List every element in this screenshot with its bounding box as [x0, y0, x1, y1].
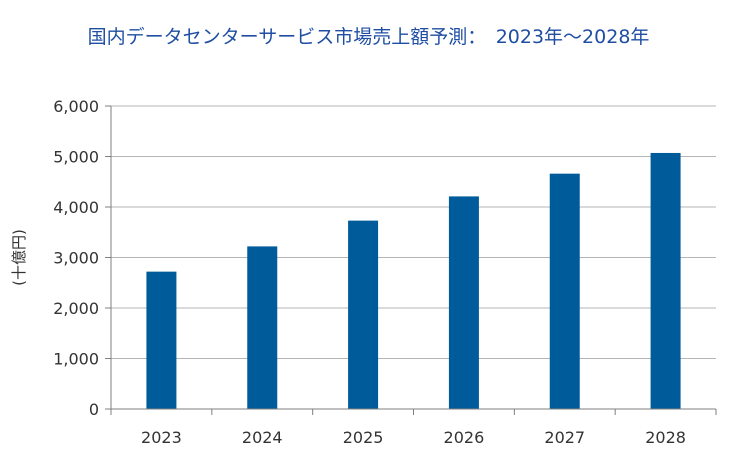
axes: [110, 106, 716, 410]
y-tick-label: 2,000: [53, 299, 99, 318]
x-tick-label-2026: 2026: [444, 428, 485, 447]
y-tick-label: 0: [89, 400, 99, 419]
y-tick-label: 3,000: [53, 249, 99, 268]
bar-2024: [247, 246, 278, 409]
x-tick-label-2023: 2023: [141, 428, 182, 447]
y-tick-label: 5,000: [53, 148, 99, 167]
bar-2023: [146, 271, 177, 409]
x-tick-label-2024: 2024: [242, 428, 283, 447]
gridlines: [105, 105, 717, 415]
x-tick-label-2027: 2027: [544, 428, 585, 447]
y-axis-label: (十億円): [10, 229, 28, 286]
y-tick-label: 6,000: [53, 97, 99, 116]
y-tick-label: 1,000: [53, 350, 99, 369]
y-tick-label: 4,000: [53, 198, 99, 217]
chart-title: 国内データセンターサービス市場売上額予測： 2023年～2028年: [87, 26, 650, 48]
bar-2027: [549, 173, 580, 409]
bar-2028: [650, 152, 681, 409]
x-tick-label-2025: 2025: [343, 428, 384, 447]
bars: [146, 152, 681, 409]
bar-2026: [448, 196, 479, 409]
x-tick-label-2028: 2028: [645, 428, 686, 447]
bar-2025: [348, 220, 379, 409]
y-tick-labels: 0 1,000 2,000 3,000 4,000 5,000 6,000: [53, 97, 99, 419]
x-tick-labels: 2023 2024 2025 2026 2027 2028: [141, 428, 686, 447]
